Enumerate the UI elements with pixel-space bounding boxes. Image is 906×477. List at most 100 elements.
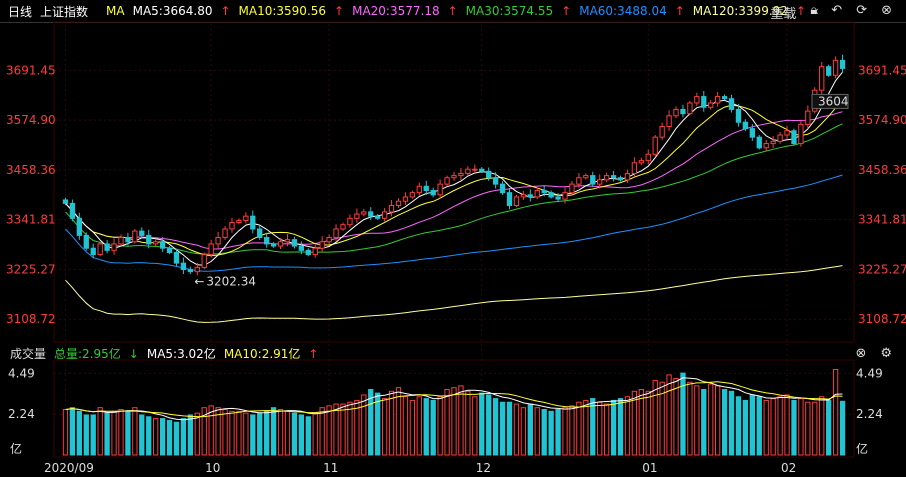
candle-body — [132, 230, 138, 243]
ma20-text: MA20:3577.18 — [352, 4, 440, 18]
candle-body — [562, 192, 568, 200]
y-tick-right: 3574.90 — [858, 113, 906, 127]
candle-body — [735, 108, 742, 123]
candle-body — [770, 140, 776, 145]
volume-total-text: 总量:2.95亿 — [54, 346, 121, 361]
candle-body — [236, 219, 242, 224]
candle-body — [326, 237, 332, 243]
candle-body — [763, 143, 769, 149]
volume-total: 总量:2.95亿 ↓ — [54, 345, 139, 362]
volume-bar — [784, 394, 790, 456]
indicator-label[interactable]: MA — [106, 4, 125, 18]
volume-settings-icon[interactable]: ⚙ — [880, 346, 892, 361]
volume-bar — [340, 403, 346, 456]
volume-bar — [652, 379, 658, 456]
volume-bar — [444, 388, 450, 456]
candle-body — [340, 224, 346, 230]
volume-bar — [527, 403, 533, 456]
y-tick-left: 3108.72 — [6, 312, 56, 326]
ma30-text: MA30:3574.55 — [465, 4, 554, 18]
candle-body — [395, 200, 402, 206]
candle-body — [756, 136, 762, 149]
x-tick-label: 12 — [476, 461, 491, 475]
candle-body — [229, 222, 235, 230]
candle-body — [347, 217, 353, 226]
volume-bar — [215, 407, 221, 456]
candle-body — [146, 234, 152, 245]
candle-body — [576, 177, 582, 185]
volume-bar — [659, 381, 665, 456]
ma10-text: MA10:3590.56 — [238, 4, 327, 18]
candle-body — [610, 175, 617, 179]
volume-tick-right: 4.49 — [856, 366, 883, 380]
volume-bar — [180, 418, 187, 456]
volume-bar — [388, 390, 395, 456]
candle-body — [139, 230, 145, 236]
volume-bar — [264, 410, 270, 456]
volume-bar — [250, 414, 256, 456]
volume-ma5: MA5:3.02亿 — [146, 346, 216, 361]
volume-bar — [763, 399, 769, 456]
candle-body — [472, 168, 478, 171]
candle-body — [708, 102, 714, 108]
chevron-left-icon[interactable]: ‹ — [813, 4, 819, 18]
volume-ma10-line — [65, 381, 843, 418]
volume-bar — [486, 394, 492, 456]
volume-bar — [590, 398, 596, 456]
candle-body — [333, 228, 339, 239]
candle-body — [458, 172, 464, 177]
volume-frame — [53, 359, 855, 458]
refresh-icon[interactable]: ⟳ — [856, 3, 868, 18]
volume-close-icon[interactable]: ⊗ — [855, 346, 867, 361]
ma30-arrow: ↑ — [561, 4, 572, 18]
ma10-arrow: ↑ — [334, 4, 345, 18]
candle-body — [728, 98, 735, 110]
candle-body — [479, 168, 485, 172]
index-name[interactable]: 上证指数 — [40, 4, 89, 19]
candle-body — [506, 192, 513, 206]
candle-body — [180, 262, 187, 271]
candle-body — [250, 215, 256, 230]
volume-bar — [631, 390, 638, 456]
volume-bar — [492, 398, 499, 456]
volume-bar — [76, 410, 82, 456]
candle-body — [583, 175, 589, 179]
volume-bar — [62, 409, 69, 456]
candle-body — [416, 185, 422, 194]
candle-body — [701, 96, 707, 108]
candle-body — [97, 243, 103, 256]
volume-bar — [139, 414, 145, 456]
candle-body — [69, 202, 76, 219]
volume-bar — [541, 409, 547, 456]
candle-body — [555, 196, 561, 200]
volume-bar — [701, 388, 707, 456]
candle-body — [465, 168, 471, 174]
volume-bar — [243, 412, 249, 456]
candle-body — [666, 115, 672, 127]
high-arrow: → — [837, 0, 847, 3]
ma120-line — [65, 265, 843, 323]
candle-body — [742, 121, 749, 130]
close-icon[interactable]: ⊗ — [881, 3, 892, 18]
candle-body — [631, 162, 638, 174]
candle-body — [264, 237, 270, 245]
candle-body — [832, 59, 839, 76]
volume-bar — [555, 409, 561, 456]
candle-body — [437, 183, 443, 196]
volume-bar — [83, 414, 89, 456]
x-tick-label: 11 — [323, 461, 338, 475]
volume-bar — [451, 387, 457, 456]
volume-bar — [146, 416, 152, 456]
rights-button[interactable]: 重载 — [770, 7, 797, 22]
volume-bar — [576, 401, 582, 456]
volume-bar — [187, 414, 194, 456]
period-label[interactable]: 日线 — [8, 4, 33, 19]
volume-tick-left: 2.24 — [8, 407, 35, 421]
volume-bar — [472, 396, 478, 456]
volume-bar — [597, 401, 603, 456]
volume-bar — [548, 410, 554, 456]
volume-bar — [430, 399, 436, 456]
lock-icon[interactable]: 🔒︎ — [810, 3, 818, 18]
volume-bar — [534, 407, 540, 456]
undo-icon[interactable]: ↶ — [831, 3, 843, 18]
